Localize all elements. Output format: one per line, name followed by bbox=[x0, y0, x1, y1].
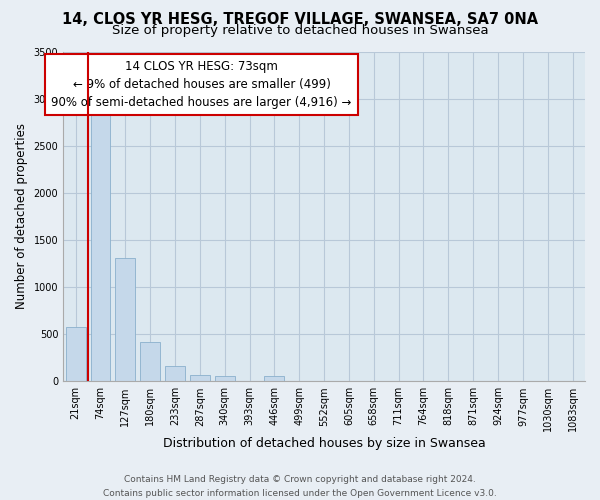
X-axis label: Distribution of detached houses by size in Swansea: Distribution of detached houses by size … bbox=[163, 437, 485, 450]
Bar bbox=[115, 258, 135, 382]
Text: 14, CLOS YR HESG, TREGOF VILLAGE, SWANSEA, SA7 0NA: 14, CLOS YR HESG, TREGOF VILLAGE, SWANSE… bbox=[62, 12, 538, 28]
Text: Contains HM Land Registry data © Crown copyright and database right 2024.
Contai: Contains HM Land Registry data © Crown c… bbox=[103, 476, 497, 498]
Bar bbox=[140, 342, 160, 382]
Bar bbox=[65, 326, 86, 382]
Text: Size of property relative to detached houses in Swansea: Size of property relative to detached ho… bbox=[112, 24, 488, 37]
Y-axis label: Number of detached properties: Number of detached properties bbox=[15, 124, 28, 310]
Bar bbox=[215, 376, 235, 382]
Bar bbox=[190, 374, 210, 382]
Text: 14 CLOS YR HESG: 73sqm
← 9% of detached houses are smaller (499)
90% of semi-det: 14 CLOS YR HESG: 73sqm ← 9% of detached … bbox=[51, 60, 352, 108]
Bar bbox=[265, 376, 284, 382]
Bar bbox=[165, 366, 185, 382]
Bar bbox=[91, 106, 110, 382]
